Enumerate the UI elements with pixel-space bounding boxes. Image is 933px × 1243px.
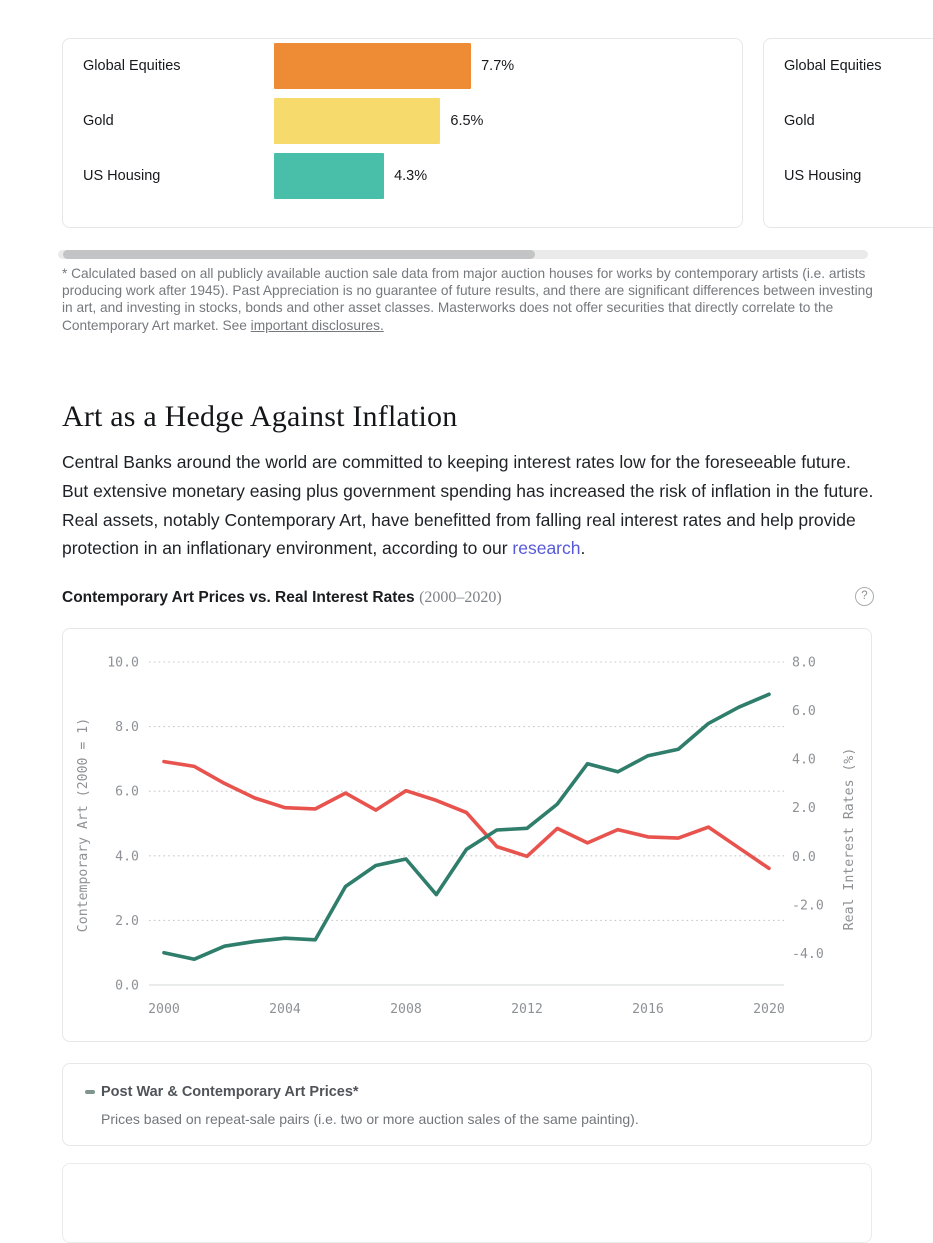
line-chart: 10.0 8.0 6.0 4.0 2.0 0.0 8.0 6.0 4.0 2.0… [76,656,857,1018]
research-link[interactable]: research [512,538,581,559]
next-card-partial [62,1163,872,1243]
chart-title: Contemporary Art Prices vs. Real Interes… [62,589,415,606]
bar-label: Global Equities [83,58,181,74]
bar-label: US Housing [784,168,862,184]
chart-header: Contemporary Art Prices vs. Real Interes… [62,587,874,609]
bar-row-global-equities: Global Equities 7.7% [83,43,730,89]
section-paragraph: Central Banks around the world are commi… [62,452,874,559]
right-axis-title: Real Interest Rates (%) [842,748,857,931]
svg-text:2.0: 2.0 [115,914,139,929]
disclaimer-body: * Calculated based on all publicly avail… [62,266,873,333]
svg-text:2012: 2012 [511,1002,543,1017]
svg-text:6.0: 6.0 [792,704,816,719]
svg-text:2000: 2000 [148,1002,180,1017]
paragraph-text: Central Banks around the world are commi… [62,452,874,559]
bar-label: Global Equities [784,58,882,74]
asset-returns-card-next: Global Equities Gold US Housing [763,38,933,228]
chart-title-range: (2000–2020) [419,589,502,606]
svg-text:8.0: 8.0 [115,720,139,735]
svg-text:2008: 2008 [390,1002,422,1017]
svg-text:0.0: 0.0 [115,979,139,994]
svg-text:10.0: 10.0 [107,656,139,671]
carousel-scrollbar-thumb[interactable] [63,250,535,259]
legend-line-swatch [85,1090,95,1094]
help-icon[interactable]: ? [855,587,874,606]
x-axis-ticks: 2000 2004 2008 2012 2016 2020 [148,1002,785,1017]
bar-label: Gold [83,113,114,129]
line-chart-card: 10.0 8.0 6.0 4.0 2.0 0.0 8.0 6.0 4.0 2.0… [62,628,872,1042]
bar-us-housing [274,153,385,199]
bar-value: 7.7% [481,58,515,74]
asset-returns-card: Global Equities 7.7% Gold 6.5% US Housin… [62,38,743,228]
asset-returns-carousel[interactable]: Global Equities 7.7% Gold 6.5% US Housin… [62,38,933,230]
svg-text:6.0: 6.0 [115,785,139,800]
bar-gold [274,98,441,144]
svg-text:2020: 2020 [753,1002,785,1017]
svg-text:2016: 2016 [632,1002,664,1017]
svg-text:0.0: 0.0 [792,850,816,865]
disclaimer-text: * Calculated based on all publicly avail… [62,265,874,334]
gridlines [149,661,784,986]
bar-global-equities [274,43,472,89]
svg-text:4.0: 4.0 [115,849,139,864]
svg-text:2.0: 2.0 [792,801,816,816]
interest-rate-line [162,759,771,871]
bar-value: 4.3% [394,168,428,184]
carousel-scrollbar-track[interactable] [58,250,868,259]
bar-row-us-housing: US Housing 4.3% [83,153,730,199]
bar-value: 6.5% [450,113,484,129]
svg-text:-2.0: -2.0 [792,898,824,913]
chart-legend-card: Post War & Contemporary Art Prices* Pric… [62,1063,872,1146]
svg-text:-4.0: -4.0 [792,947,824,962]
section-heading: Art as a Hedge Against Inflation [62,400,458,433]
bar-label: US Housing [83,168,161,184]
svg-text:8.0: 8.0 [792,656,816,671]
left-axis-title: Contemporary Art (2000 = 1) [76,718,91,932]
art-price-line [162,692,771,962]
svg-text:2004: 2004 [269,1002,301,1017]
legend-title: Post War & Contemporary Art Prices* [101,1084,359,1100]
legend-subtitle: Prices based on repeat-sale pairs (i.e. … [101,1111,639,1127]
right-axis-ticks: 8.0 6.0 4.0 2.0 0.0 -2.0 -4.0 [792,656,824,962]
important-disclosures-link[interactable]: important disclosures. [250,317,384,333]
bar-label: Gold [784,113,815,129]
svg-text:4.0: 4.0 [792,753,816,768]
bar-row-gold: Gold 6.5% [83,98,730,144]
left-axis-ticks: 10.0 8.0 6.0 4.0 2.0 0.0 [107,656,139,994]
